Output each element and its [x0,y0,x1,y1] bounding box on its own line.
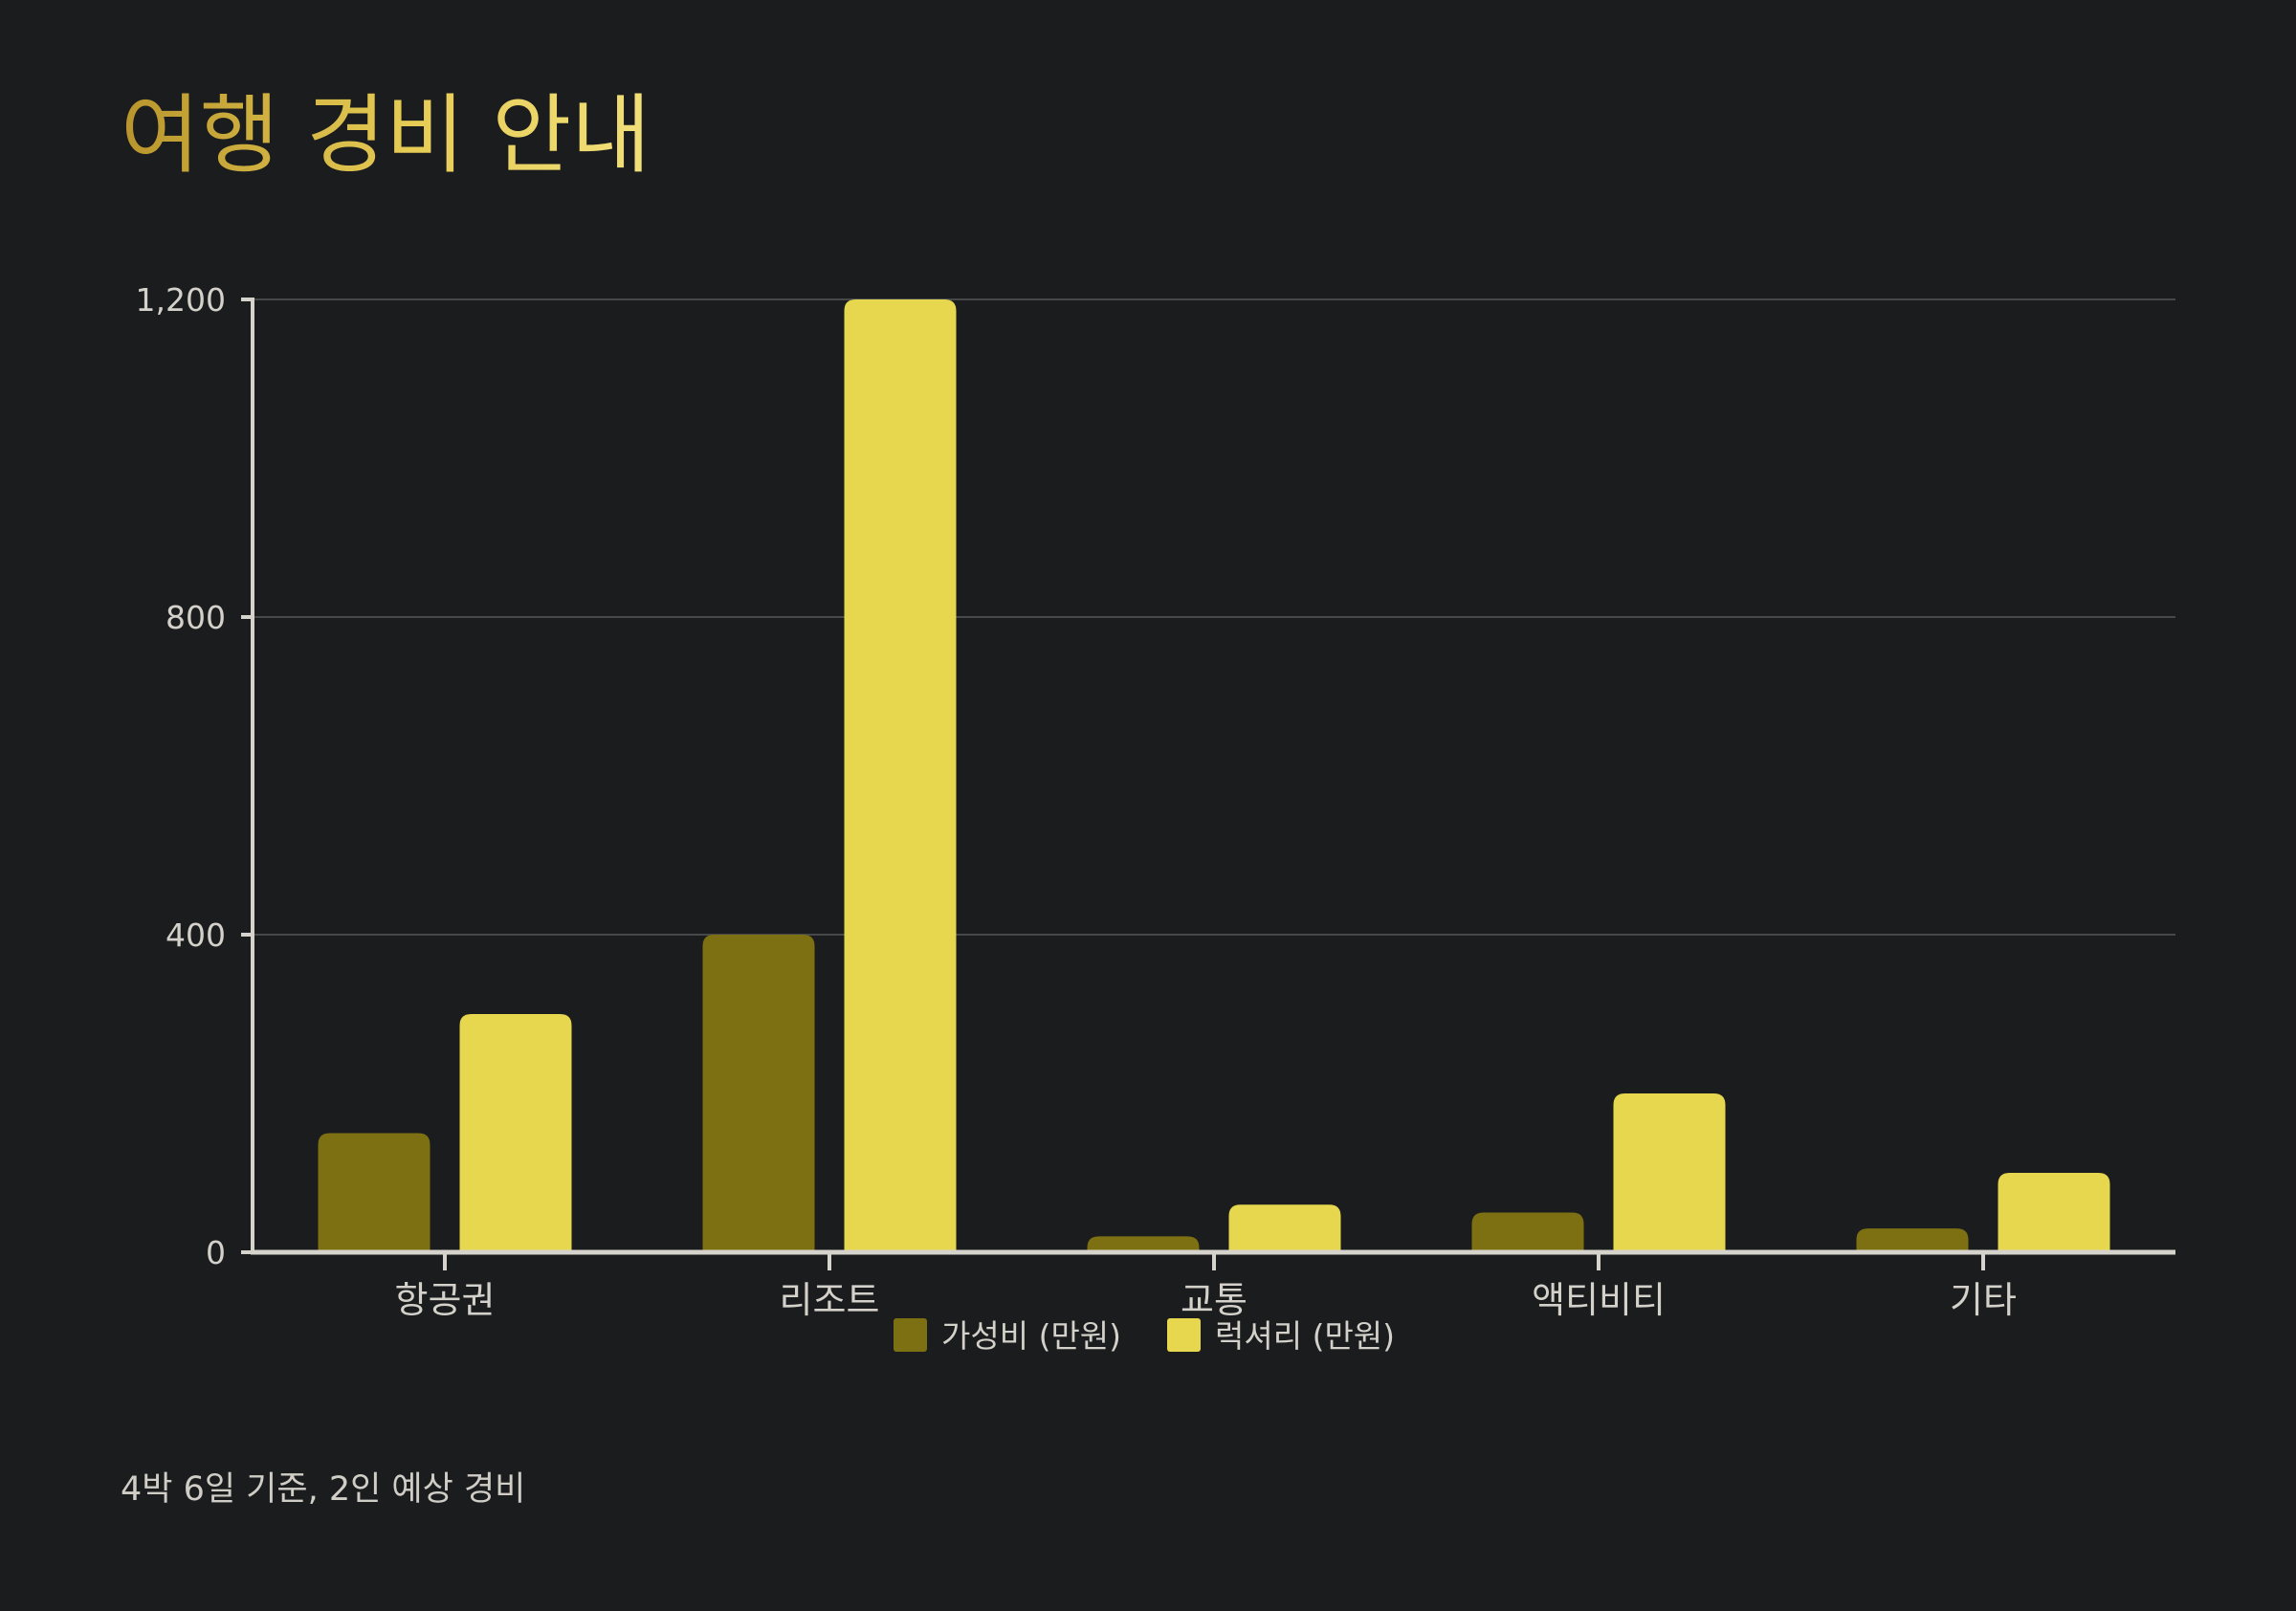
legend-swatch-0 [894,1318,927,1352]
y-tick-label: 0 [206,1234,226,1271]
x-tick-label: 교통 [1181,1279,1247,1321]
bar-budget-1 [702,935,815,1252]
y-tick-label: 1,200 [136,281,226,319]
chart-footnote: 4박 6일 기준, 2인 예상 경비 [121,1470,526,1509]
x-tick-label: 기타 [1950,1279,2017,1321]
chart-title: 여행 경비 안내 [121,85,651,186]
x-tick-label: 항공권 [395,1279,496,1321]
bar-luxury-4 [1998,1173,2110,1252]
legend-label-1: 럭셔리 (만원) [1215,1317,1395,1355]
bar-luxury-2 [1228,1204,1341,1252]
bar-budget-3 [1471,1212,1584,1252]
x-tick-label: 액티비티 [1532,1279,1666,1321]
bar-budget-2 [1087,1236,1200,1252]
bar-budget-0 [318,1133,430,1252]
bar-luxury-3 [1613,1093,1726,1252]
bar-budget-4 [1856,1228,1969,1252]
bar-luxury-1 [844,299,957,1252]
legend-swatch-1 [1167,1318,1201,1352]
legend-label-0: 가성비 (만원) [941,1317,1121,1355]
y-tick-label: 400 [166,916,226,954]
y-tick-label: 800 [166,599,226,636]
bar-luxury-0 [459,1014,572,1252]
x-tick-label: 리조트 [780,1279,880,1321]
